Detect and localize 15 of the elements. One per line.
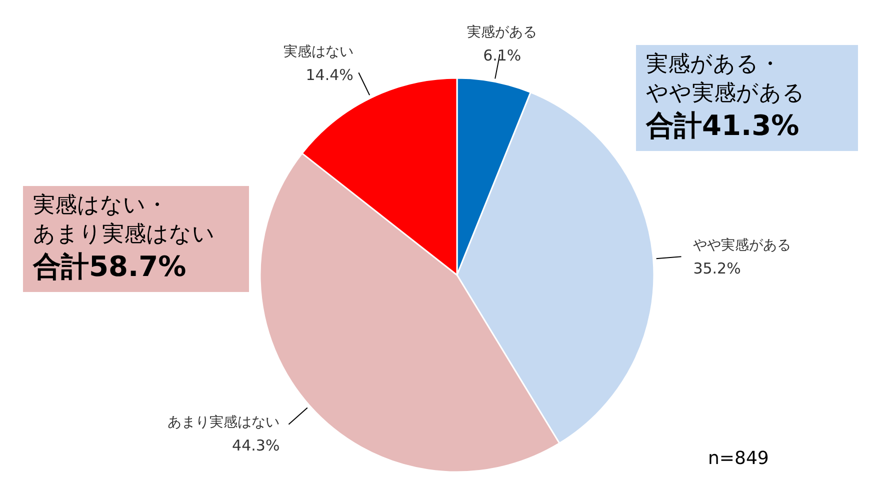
text: 合計41.3% bbox=[646, 108, 800, 144]
text: 実感がある・ bbox=[646, 51, 782, 79]
data-label: 44.3% bbox=[232, 436, 280, 454]
text: 実感はない・ bbox=[33, 192, 169, 220]
slice-label: 実感はない bbox=[283, 44, 354, 60]
data-label: 14.4% bbox=[306, 66, 354, 84]
data-label: 6.1% bbox=[483, 46, 522, 64]
text: 合計58.7% bbox=[33, 249, 188, 286]
text: やや実感がある bbox=[646, 80, 806, 108]
slice-label: やや実感がある bbox=[693, 238, 792, 254]
slice-label: あまり実感はない bbox=[168, 414, 280, 430]
text: n=849 bbox=[708, 448, 769, 469]
slice-label: 実感がある bbox=[467, 24, 538, 40]
data-label: 35.2% bbox=[693, 260, 741, 278]
text: あまり実感はない bbox=[33, 220, 216, 249]
